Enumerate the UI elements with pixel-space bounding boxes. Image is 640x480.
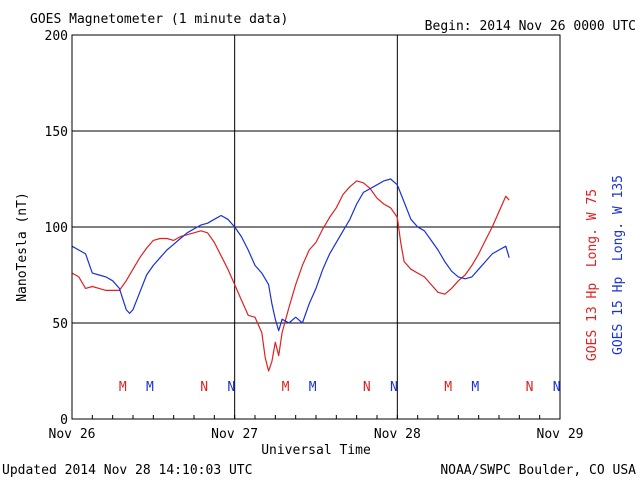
y-tick-label: 50 (52, 317, 68, 332)
local-time-marker: M (119, 380, 127, 395)
y-axis-title: NanoTesla (nT) (15, 192, 30, 302)
chart-title: GOES Magnetometer (1 minute data) (30, 12, 288, 27)
legend-series-goes13: GOES 13 Hp Long. W 75 (585, 189, 600, 361)
y-tick-label: 150 (45, 125, 68, 140)
plot-area: 0 50 100 150 200 Nov 26 Nov 27 Nov 28 Nov 29 M M N N… (45, 29, 584, 442)
series-line-goes13 (71, 180, 510, 372)
local-time-marker: N (363, 380, 371, 395)
local-time-marker: N (553, 380, 561, 395)
y-tick-label: 0 (60, 413, 68, 428)
x-tick-label: Nov 26 (49, 427, 96, 442)
local-time-marker: N (390, 380, 398, 395)
local-time-marker: M (309, 380, 317, 395)
y-tick-label: 200 (45, 29, 68, 44)
begin-time: Begin: 2014 Nov 26 0000 UTC (425, 19, 636, 34)
y-tick-label: 100 (45, 221, 68, 236)
local-time-marker: N (200, 380, 208, 395)
x-axis-title: Universal Time (261, 443, 371, 458)
local-time-marker: M (471, 380, 479, 395)
legend-series-goes15: GOES 15 Hp Long. W 135 (611, 175, 626, 355)
local-time-marker: M (444, 380, 452, 395)
x-tick-label: Nov 27 (211, 427, 258, 442)
series-line-goes15 (71, 178, 510, 332)
local-time-marker: N (227, 380, 235, 395)
x-tick-label: Nov 29 (537, 427, 584, 442)
updated-timestamp: Updated 2014 Nov 28 14:10:03 UTC (2, 463, 252, 478)
local-time-marker: M (282, 380, 290, 395)
credit-text: NOAA/SWPC Boulder, CO USA (440, 463, 636, 478)
local-time-marker: N (526, 380, 534, 395)
x-tick-label: Nov 28 (374, 427, 421, 442)
local-time-marker: M (146, 380, 154, 395)
